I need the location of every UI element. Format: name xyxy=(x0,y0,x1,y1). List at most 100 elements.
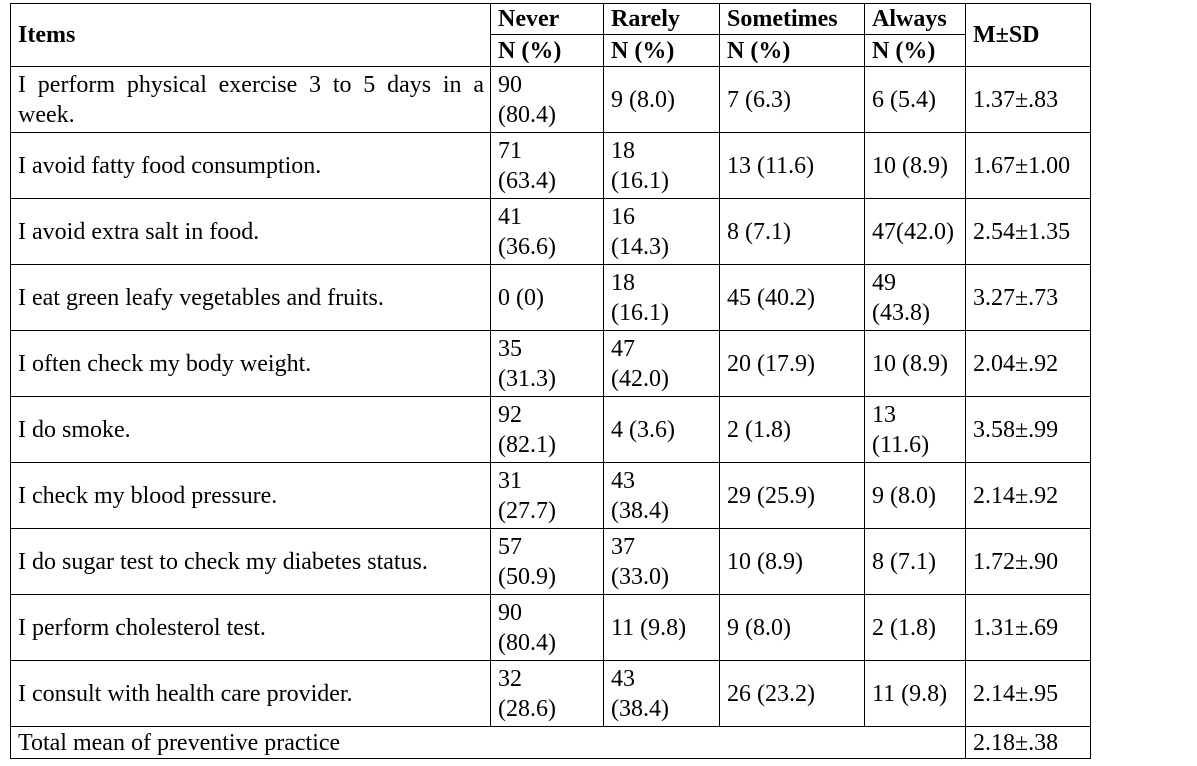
header-always: Always xyxy=(864,3,966,35)
item-cell: I avoid extra salt in food. xyxy=(10,198,491,265)
never-count: 71 xyxy=(498,137,522,164)
table-row: I perform physical exercise 3 to 5 days … xyxy=(10,66,1091,133)
msd-cell: 1.37±.83 xyxy=(965,66,1091,133)
always-cell: 6 (5.4) xyxy=(864,66,966,133)
never-count: 0 (0) xyxy=(498,284,544,311)
never-cell: 0 (0) xyxy=(490,264,604,331)
never-count: 41 xyxy=(498,203,522,230)
msd-cell: 3.27±.73 xyxy=(965,264,1091,331)
always-cell: 10 (8.9) xyxy=(864,132,966,199)
header-msd: M±SD xyxy=(965,3,1091,67)
preventive-practice-table: Items Never Rarely Sometimes Always M±SD… xyxy=(10,3,1091,759)
sometimes-cell: 9 (8.0) xyxy=(719,594,865,661)
rarely-percent: (38.4) xyxy=(611,695,669,722)
rarely-cell: 11 (9.8) xyxy=(603,594,720,661)
msd-cell: 2.14±.95 xyxy=(965,660,1091,727)
header-items: Items xyxy=(10,3,491,67)
rarely-percent: (42.0) xyxy=(611,365,669,392)
table-row: I avoid fatty food consumption. 71 (63.4) 1… xyxy=(10,132,1091,199)
table-row: I consult with health care provider. 32 (2… xyxy=(10,660,1091,727)
sometimes-cell: 8 (7.1) xyxy=(719,198,865,265)
item-cell: I do sugar test to check my diabetes sta… xyxy=(10,528,491,595)
sometimes-cell: 29 (25.9) xyxy=(719,462,865,529)
msd-cell: 1.67±1.00 xyxy=(965,132,1091,199)
always-cell: 8 (7.1) xyxy=(864,528,966,595)
sometimes-cell: 10 (8.9) xyxy=(719,528,865,595)
never-cell: 90 (80.4) xyxy=(490,594,604,661)
never-percent: (31.3) xyxy=(498,365,556,392)
never-count: 32 xyxy=(498,665,522,692)
rarely-cell: 16 (14.3) xyxy=(603,198,720,265)
header-never: Never xyxy=(490,3,604,35)
item-cell: I perform cholesterol test. xyxy=(10,594,491,661)
never-percent: (63.4) xyxy=(498,167,556,194)
header-sometimes: Sometimes xyxy=(719,3,865,35)
table-row: I avoid extra salt in food. 41 (36.6) 16 (14… xyxy=(10,198,1091,265)
rarely-count: 4 (3.6) xyxy=(611,416,675,443)
never-count: 92 xyxy=(498,401,522,428)
always-cell: 13 (11.6) xyxy=(864,396,966,463)
header-rarely: Rarely xyxy=(603,3,720,35)
rarely-count: 47 xyxy=(611,335,635,362)
always-cell: 2 (1.8) xyxy=(864,594,966,661)
msd-cell: 2.04±.92 xyxy=(965,330,1091,397)
always-cell: 9 (8.0) xyxy=(864,462,966,529)
never-percent: (80.4) xyxy=(498,101,556,128)
header-never-npct: N (%) xyxy=(490,34,604,67)
rarely-count: 9 (8.0) xyxy=(611,86,675,113)
rarely-percent: (14.3) xyxy=(611,233,669,260)
rarely-cell: 18 (16.1) xyxy=(603,132,720,199)
sometimes-cell: 13 (11.6) xyxy=(719,132,865,199)
sometimes-cell: 2 (1.8) xyxy=(719,396,865,463)
never-cell: 90 (80.4) xyxy=(490,66,604,133)
never-percent: (50.9) xyxy=(498,563,556,590)
rarely-count: 43 xyxy=(611,467,635,494)
rarely-percent: (38.4) xyxy=(611,497,669,524)
rarely-percent: (33.0) xyxy=(611,563,669,590)
rarely-count: 11 (9.8) xyxy=(611,614,687,641)
msd-cell: 2.54±1.35 xyxy=(965,198,1091,265)
never-count: 90 xyxy=(498,71,522,98)
rarely-count: 18 xyxy=(611,137,635,164)
rarely-count: 43 xyxy=(611,665,635,692)
total-msd: 2.18±.38 xyxy=(965,726,1091,759)
sometimes-cell: 20 (17.9) xyxy=(719,330,865,397)
always-cell: 10 (8.9) xyxy=(864,330,966,397)
rarely-percent: (16.1) xyxy=(611,167,669,194)
rarely-cell: 43 (38.4) xyxy=(603,660,720,727)
rarely-cell: 37 (33.0) xyxy=(603,528,720,595)
total-row: Total mean of preventive practice 2.18±.… xyxy=(10,726,1091,759)
rarely-count: 16 xyxy=(611,203,635,230)
rarely-cell: 43 (38.4) xyxy=(603,462,720,529)
msd-cell: 3.58±.99 xyxy=(965,396,1091,463)
item-cell: I often check my body weight. xyxy=(10,330,491,397)
sometimes-cell: 7 (6.3) xyxy=(719,66,865,133)
msd-cell: 1.31±.69 xyxy=(965,594,1091,661)
always-cell: 49 (43.8) xyxy=(864,264,966,331)
header-always-npct: N (%) xyxy=(864,34,966,67)
rarely-count: 18 xyxy=(611,269,635,296)
table-row: I do sugar test to check my diabetes sta… xyxy=(10,528,1091,595)
header-rarely-npct: N (%) xyxy=(603,34,720,67)
rarely-cell: 18 (16.1) xyxy=(603,264,720,331)
table-row: I eat green leafy vegetables and fruits.… xyxy=(10,264,1091,331)
never-count: 31 xyxy=(498,467,522,494)
never-percent: (82.1) xyxy=(498,431,556,458)
never-percent: (36.6) xyxy=(498,233,556,260)
msd-cell: 1.72±.90 xyxy=(965,528,1091,595)
table-row: I do smoke. 92 (82.1) 4 (3.6) 2 (1.8) 13 (11.… xyxy=(10,396,1091,463)
item-cell: I do smoke. xyxy=(10,396,491,463)
rarely-cell: 9 (8.0) xyxy=(603,66,720,133)
never-percent: (80.4) xyxy=(498,629,556,656)
never-percent: (28.6) xyxy=(498,695,556,722)
header-row: Items Never Rarely Sometimes Always M±SD xyxy=(10,3,1091,67)
item-cell: I eat green leafy vegetables and fruits. xyxy=(10,264,491,331)
table-row: I check my blood pressure. 31 (27.7) 43 (38.… xyxy=(10,462,1091,529)
table-row: I perform cholesterol test. 90 (80.4) 11 (9… xyxy=(10,594,1091,661)
item-cell: I consult with health care provider. xyxy=(10,660,491,727)
rarely-percent: (16.1) xyxy=(611,299,669,326)
never-cell: 35 (31.3) xyxy=(490,330,604,397)
never-count: 35 xyxy=(498,335,522,362)
never-cell: 32 (28.6) xyxy=(490,660,604,727)
table-row: I often check my body weight. 35 (31.3) 47 (… xyxy=(10,330,1091,397)
